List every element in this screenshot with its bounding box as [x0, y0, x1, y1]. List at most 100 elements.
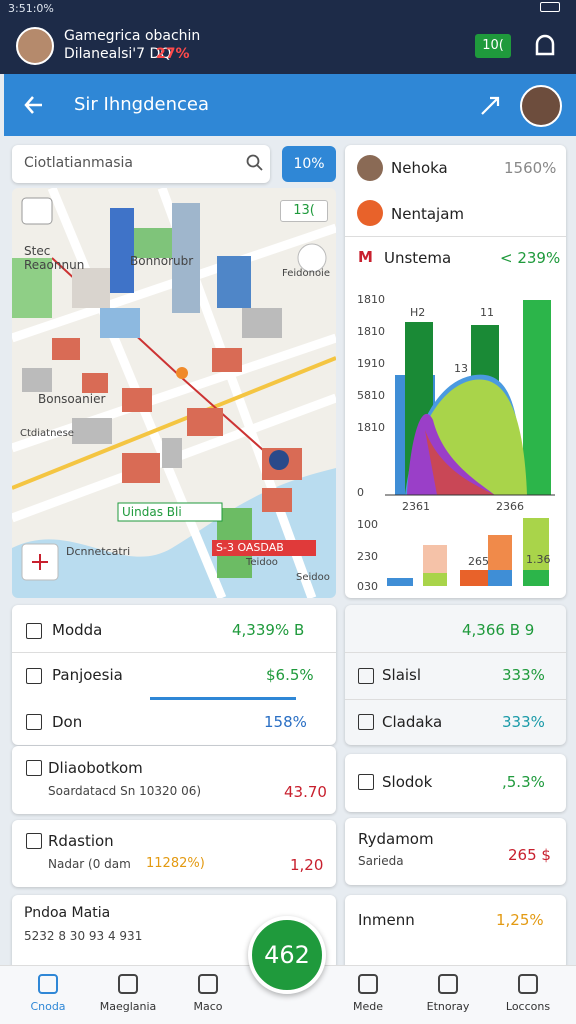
row-icon — [26, 760, 42, 776]
tab-icon[interactable] — [38, 974, 58, 994]
item-value: 4,366 B 9 — [462, 621, 535, 639]
list-card[interactable] — [345, 895, 566, 970]
back-button[interactable] — [22, 92, 48, 118]
list-card[interactable] — [345, 818, 566, 885]
y-axis-label: 5810 — [357, 389, 385, 402]
bar-label: 11 — [480, 306, 494, 319]
divider — [12, 652, 336, 653]
search-placeholder: Ciotlatianmasia — [24, 155, 133, 171]
bar-label: 2366 — [496, 500, 524, 513]
item-label: Modda — [52, 621, 103, 639]
item-label: Panjoesia — [52, 666, 123, 684]
fab-button[interactable]: 462 — [248, 916, 326, 994]
item-label: Rdastion — [48, 832, 114, 850]
y-axis-label: 1810 — [357, 421, 385, 434]
map-label: Uindas Bli — [122, 505, 182, 519]
tab-icon[interactable] — [358, 974, 378, 994]
item-value: 158% — [264, 713, 307, 731]
y-axis-label: 0 — [357, 486, 364, 499]
y-axis-label: 1810 — [357, 325, 385, 338]
share-button[interactable] — [478, 94, 502, 118]
nav-bar — [4, 74, 576, 136]
tab-label[interactable]: Loccons — [505, 1000, 551, 1013]
item-value: 265 $ — [508, 846, 551, 864]
bar-label: 13 — [454, 362, 468, 375]
row-icon — [358, 774, 374, 790]
map[interactable] — [12, 188, 336, 598]
y-axis-label: 030 — [357, 580, 378, 593]
item-label: Inmenn — [358, 911, 415, 929]
bar-label: 265 — [468, 555, 489, 568]
bar-label: 1.36 — [526, 553, 551, 566]
item-label: Cladaka — [382, 713, 443, 731]
item-label: Rydamom — [358, 830, 434, 848]
tab-icon[interactable] — [118, 974, 138, 994]
item-sub: Soardatacd Sn 10320 06) — [48, 784, 202, 798]
tab-icon[interactable] — [518, 974, 538, 994]
item-value: 1,20 — [290, 856, 324, 874]
row-icon — [357, 200, 383, 226]
map-label: Stec Reaonnun — [24, 244, 85, 272]
header-badge: 27% — [156, 46, 190, 62]
item-value: 43.70 — [284, 783, 327, 801]
tab-label[interactable]: Mede — [352, 1000, 383, 1013]
y-axis-label: 1910 — [357, 357, 385, 370]
row-icon — [26, 714, 42, 730]
header-button[interactable]: 10( — [475, 34, 511, 58]
side-label: Nentajam — [391, 205, 465, 223]
status-time: 3:51:0% — [8, 2, 54, 15]
list-card[interactable] — [345, 754, 566, 812]
divider — [345, 699, 566, 700]
row-icon — [26, 668, 42, 684]
y-axis-label: 1810 — [357, 293, 385, 306]
header-subtitle: Dilanealsi'7 DQ — [64, 46, 172, 62]
tab-icon[interactable] — [438, 974, 458, 994]
item-value: 333% — [502, 666, 545, 684]
map-label: S-3 OASDAB — [216, 541, 284, 554]
divider — [345, 652, 566, 653]
tab-icon[interactable] — [198, 974, 218, 994]
item-value: ,5.3% — [502, 773, 545, 791]
divider — [345, 236, 566, 237]
row-icon — [26, 623, 42, 639]
item-value: 333% — [502, 713, 545, 731]
chart-icon: M — [358, 248, 373, 266]
item-label: Pndoa Matia — [24, 905, 111, 921]
map-label: Bonsoanier — [38, 392, 106, 406]
item-value: $6.5% — [266, 666, 314, 684]
item-sub: 5232 8 30 93 4 931 — [24, 929, 143, 943]
y-axis-label: 100 — [357, 518, 378, 531]
list-card[interactable] — [12, 820, 336, 887]
list-card[interactable] — [12, 746, 336, 814]
item-sub: Nadar (0 dam — [48, 857, 131, 871]
map-label: Teidoo — [246, 557, 278, 568]
map-label: Seidoo — [296, 572, 330, 583]
tab-label[interactable]: Maeglania — [99, 1000, 157, 1013]
item-value: 1,25% — [496, 911, 544, 929]
list-card — [12, 605, 336, 745]
tab-label[interactable]: Maco — [193, 1000, 223, 1013]
profile-avatar[interactable] — [520, 85, 562, 127]
tab-label[interactable]: Cnoda — [30, 1000, 66, 1013]
map-label: Feidonoie — [282, 268, 330, 279]
search-button[interactable]: 10% — [282, 146, 336, 182]
map-label: Bonnorubr — [130, 254, 194, 268]
chart-value: < 239% — [500, 249, 561, 267]
side-label: Nehoka — [391, 159, 448, 177]
header-title: Gamegrica obachin — [64, 28, 201, 44]
row-icon — [358, 714, 374, 730]
search-icon — [246, 154, 263, 171]
bell-icon[interactable] — [532, 32, 558, 60]
item-label: Don — [52, 713, 83, 731]
item-sub: 11282%) — [146, 856, 205, 871]
side-value: 1560% — [504, 159, 557, 177]
search-box[interactable] — [12, 145, 270, 183]
item-label: Slaisl — [382, 666, 422, 684]
row-icon — [26, 833, 42, 849]
bar-label: 2361 — [402, 500, 430, 513]
user-avatar[interactable] — [16, 27, 54, 65]
tab-label[interactable]: Etnoray — [426, 1000, 470, 1013]
map-label: Ctdiatnese — [20, 428, 74, 439]
map-badge: 13( — [280, 200, 328, 222]
